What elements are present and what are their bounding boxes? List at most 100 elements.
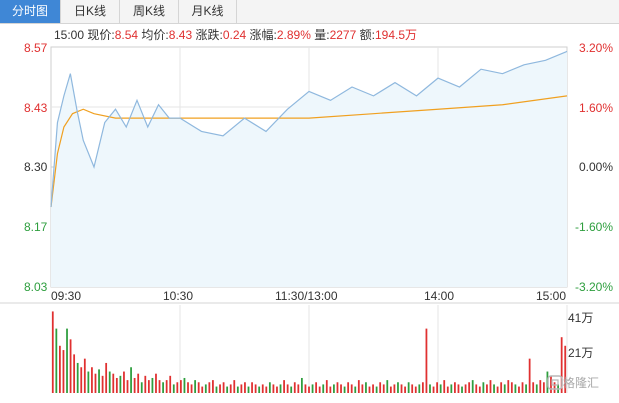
volume-bar [489, 380, 492, 393]
volume-bar [123, 371, 125, 393]
volume-bar [382, 384, 385, 393]
amount-label: 额: [359, 28, 375, 42]
volume-bar [350, 384, 353, 393]
volume-bar [329, 386, 332, 393]
volume-bar [411, 384, 414, 393]
volume-bar [222, 382, 225, 393]
volume-bar [208, 382, 211, 393]
volume-bar [133, 377, 136, 393]
volume-bar [446, 386, 449, 393]
volume-bar [340, 384, 342, 393]
volume-bar [279, 384, 282, 393]
volume-bar [215, 386, 218, 393]
change-label: 涨跌: [195, 28, 223, 42]
volume-axis-mid: 21万 [568, 346, 594, 360]
volume-bar [183, 377, 186, 393]
watermark-text: 格隆汇 [563, 376, 600, 390]
volume-bar [229, 384, 232, 393]
tab-intraday[interactable]: 分时图 [0, 0, 61, 23]
volume-bar [518, 386, 520, 393]
volume-bar [361, 384, 364, 393]
y-right-label-mid: 0.00% [578, 160, 613, 174]
y-right-label-4: -1.60% [574, 220, 613, 234]
volume-bar [354, 386, 357, 393]
tab-weekly-k[interactable]: 周K线 [120, 0, 179, 23]
volume-bar [493, 384, 495, 393]
price-line [50, 50, 568, 208]
quote-info-line: 15:00 现价:8.54 均价:8.43 涨跌:0.24 涨幅:2.89% 量… [54, 27, 417, 43]
volume-bar [429, 384, 431, 393]
volume-bar [461, 386, 463, 393]
volume-bar [528, 358, 531, 393]
volume-bar [172, 384, 175, 393]
volume-bar [564, 345, 567, 393]
volume-bar [333, 384, 335, 393]
volume-bar [83, 358, 86, 393]
volume-bar [347, 382, 350, 393]
volume-bar [365, 382, 367, 393]
volume-bar [414, 386, 417, 393]
volume-bar [482, 382, 485, 393]
volume-bar [318, 386, 321, 393]
average-price-line [50, 95, 568, 208]
volume-bar [98, 369, 100, 393]
volume-bar [240, 384, 243, 393]
volume-bar [251, 382, 253, 393]
volume-bar [503, 384, 506, 393]
volume-bar [66, 328, 68, 393]
price-value: 8.54 [114, 28, 139, 42]
volume-bar [219, 384, 221, 393]
volume-bar [550, 375, 552, 393]
volume-bar [247, 386, 250, 393]
volume-value: 2277 [329, 28, 357, 42]
price-area-fill [51, 51, 567, 287]
volume-bar [105, 362, 108, 393]
volume-bar [325, 380, 328, 393]
tab-monthly-k[interactable]: 月K线 [179, 0, 237, 23]
y-left-label-mid: 8.30 [24, 160, 48, 174]
volume-bar [112, 373, 115, 393]
volume-bar [201, 386, 204, 393]
volume-bar [357, 380, 360, 393]
volume-bar [454, 382, 456, 393]
volume-bar [144, 375, 147, 393]
volume-bar [108, 371, 111, 393]
volume-bar [297, 384, 300, 393]
pct-value: 2.89% [276, 28, 311, 42]
volume-bar [162, 382, 164, 393]
volume-bar [155, 373, 157, 393]
volume-bar [553, 382, 556, 393]
volume-label: 量: [314, 28, 330, 42]
volume-bar [535, 384, 538, 393]
watermark-logo [547, 375, 563, 390]
volume-bar [439, 384, 442, 393]
volume-bar [55, 328, 58, 393]
volume-bar [457, 384, 460, 393]
volume-bar [343, 386, 346, 393]
volume-bar [496, 386, 499, 393]
volume-bar [254, 384, 257, 393]
avg-label: 均价: [141, 28, 169, 42]
volume-bar [471, 380, 474, 393]
tab-daily-k[interactable]: 日K线 [61, 0, 120, 23]
volume-bar [510, 382, 513, 393]
volume-bar [268, 382, 271, 393]
volume-bar [315, 382, 318, 393]
volume-bar [87, 371, 90, 393]
volume-bar [165, 380, 168, 393]
volume-bar [336, 382, 339, 393]
volume-bar [404, 386, 406, 393]
pct-label: 涨幅: [249, 28, 277, 42]
volume-bar [400, 384, 403, 393]
volume-bar [283, 380, 285, 393]
volume-bar [450, 384, 453, 393]
volume-bar [272, 384, 275, 393]
volume-bar [204, 384, 207, 393]
volume-bar [73, 354, 76, 393]
volume-bar [507, 380, 510, 393]
volume-bar [525, 384, 527, 393]
volume-bar [464, 384, 467, 393]
price-label: 现价: [87, 28, 115, 42]
volume-bar [151, 377, 154, 393]
volume-bar [69, 339, 72, 393]
